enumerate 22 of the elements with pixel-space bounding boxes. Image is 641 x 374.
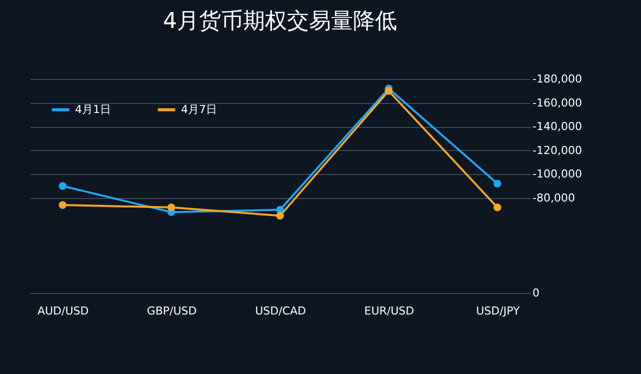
x-tick-label: AUD/USD xyxy=(37,304,89,318)
x-tick-label: USD/JPY xyxy=(476,304,520,318)
point xyxy=(167,204,176,212)
y-tick-label: -80,000 xyxy=(532,191,575,204)
y-tick-label: -140,000 xyxy=(532,120,582,134)
legend-label: 4月7日 xyxy=(181,102,217,116)
y-tick-label: 0 xyxy=(532,286,540,300)
legend-label: 4月1日 xyxy=(75,102,111,116)
chart-title: 4月货币期权交易量降低 xyxy=(163,9,397,34)
x-tick-label: EUR/USD xyxy=(364,304,414,318)
point xyxy=(384,87,393,95)
point xyxy=(494,204,502,212)
x-tick-label: USD/CAD xyxy=(255,304,306,318)
point xyxy=(276,212,284,220)
y-tick-label: -180,000 xyxy=(532,72,582,86)
x-tick-label: GBP/USD xyxy=(146,304,197,318)
y-tick-label: -160,000 xyxy=(532,96,582,110)
point xyxy=(58,201,66,209)
point xyxy=(494,180,502,188)
point xyxy=(58,182,66,190)
y-tick-label: -100,000 xyxy=(532,168,582,181)
y-tick-label: -120,000 xyxy=(532,144,582,157)
